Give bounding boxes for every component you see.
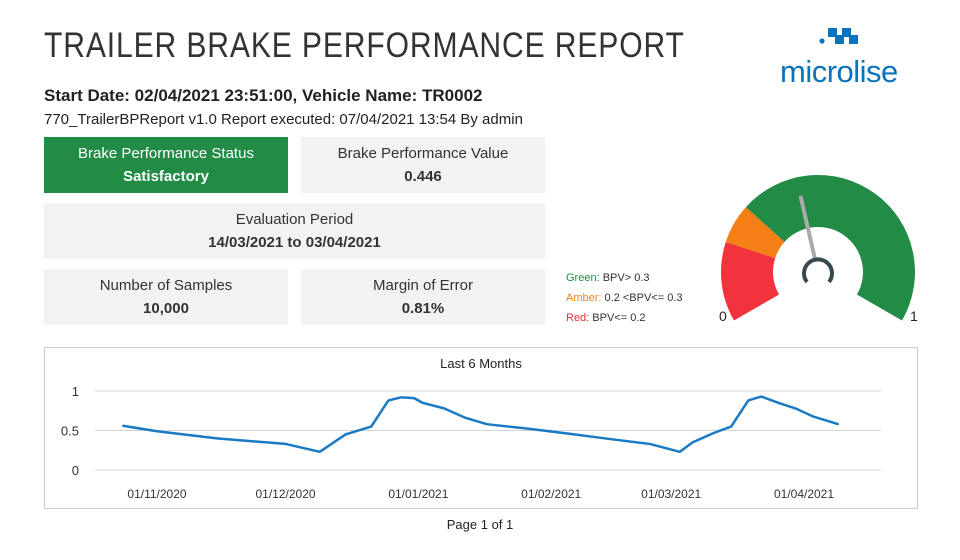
data-point bbox=[747, 399, 750, 402]
period-card: Evaluation Period 14/03/2021 to 03/04/20… bbox=[44, 203, 545, 259]
status-value: Satisfactory bbox=[123, 168, 209, 185]
page-number: Page 1 of 1 bbox=[446, 517, 514, 532]
margin-label: Margin of Error bbox=[372, 277, 474, 294]
data-point bbox=[610, 438, 612, 440]
logo-mark-icon bbox=[819, 28, 858, 44]
gauge-band-0 bbox=[721, 242, 780, 321]
x-tick-label: 01/11/2020 bbox=[127, 487, 186, 501]
data-point bbox=[156, 430, 158, 433]
status-label: Brake Performance Status bbox=[78, 145, 254, 162]
data-point bbox=[837, 423, 840, 425]
data-point bbox=[400, 396, 403, 399]
legend-amber: Amber: 0.2 <BPV<= 0.3 bbox=[566, 292, 683, 304]
data-point bbox=[486, 423, 488, 425]
data-point bbox=[730, 425, 732, 428]
x-tick-label: 01/01/2021 bbox=[388, 487, 448, 501]
samples-value: 10,000 bbox=[143, 300, 189, 317]
data-point bbox=[216, 437, 218, 440]
samples-label: Number of Samples bbox=[99, 277, 233, 294]
data-point bbox=[691, 441, 694, 444]
bpv-card: Brake Performance Value 0.446 bbox=[301, 137, 545, 193]
chart-title: Last 6 Months bbox=[440, 356, 522, 371]
series-line bbox=[122, 395, 839, 454]
data-point bbox=[284, 443, 287, 445]
data-point bbox=[413, 397, 415, 399]
bpv-gauge bbox=[721, 175, 915, 321]
data-point bbox=[567, 432, 570, 435]
data-point bbox=[121, 424, 124, 427]
x-tick-label: 01/03/2021 bbox=[641, 487, 701, 501]
data-point bbox=[464, 417, 467, 419]
logo-text: microlise bbox=[780, 54, 898, 89]
data-point bbox=[811, 415, 814, 418]
data-point bbox=[421, 402, 424, 404]
legend-red: Red: BPV<= 0.2 bbox=[566, 312, 646, 324]
period-label: Evaluation Period bbox=[235, 211, 354, 228]
chart-svg: 0 0.5 1 01/11/2020 01/12/2020 01/01/2021 01/02… bbox=[61, 384, 881, 501]
y-tick-label: 1 bbox=[72, 384, 79, 399]
data-point bbox=[319, 451, 321, 453]
legend-green: Green: BPV> 0.3 bbox=[566, 272, 650, 284]
report-executed: 770_TrailerBPReport v1.0 Report executed… bbox=[44, 111, 523, 128]
data-point bbox=[387, 399, 390, 402]
data-point bbox=[528, 428, 531, 430]
gauge-band-1 bbox=[725, 207, 785, 259]
gauge-max-label: 1 bbox=[910, 308, 918, 324]
data-point bbox=[794, 407, 797, 410]
y-tick-label: 0 bbox=[72, 463, 79, 478]
margin-value: 0.81% bbox=[401, 300, 445, 317]
data-point bbox=[678, 451, 681, 453]
data-point bbox=[713, 432, 715, 434]
data-point bbox=[370, 425, 373, 428]
y-tick-label: 0.5 bbox=[61, 424, 79, 439]
gauge-min-label: 0 bbox=[719, 308, 727, 324]
gauge-hub bbox=[802, 257, 834, 284]
data-point bbox=[443, 407, 445, 410]
page-title: TRAILER BRAKE PERFORMANCE REPORT bbox=[44, 26, 685, 65]
microlise-logo: microlise bbox=[778, 26, 918, 90]
report-subtitle: Start Date: 02/04/2021 23:51:00, Vehicle… bbox=[44, 86, 483, 105]
period-value: 14/03/2021 to 03/04/2021 bbox=[208, 234, 381, 251]
data-point bbox=[760, 395, 762, 398]
bpv-label: Brake Performance Value bbox=[337, 145, 509, 162]
data-point bbox=[648, 443, 651, 445]
bpv-value: 0.446 bbox=[404, 168, 442, 185]
data-point bbox=[344, 433, 347, 436]
status-card: Brake Performance Status Satisfactory bbox=[44, 137, 288, 193]
data-point bbox=[777, 402, 780, 404]
x-tick-label: 01/02/2021 bbox=[521, 487, 581, 501]
x-tick-label: 01/04/2021 bbox=[774, 487, 834, 501]
gauge-needle bbox=[798, 195, 817, 259]
x-tick-label: 01/12/2020 bbox=[256, 487, 316, 501]
gauge-band-2 bbox=[745, 175, 915, 321]
trend-chart: Last 6 Months 0 0.5 1 01/11/2020 01/12/2020 0… bbox=[44, 347, 918, 509]
margin-card: Margin of Error 0.81% bbox=[301, 269, 545, 325]
samples-card: Number of Samples 10,000 bbox=[44, 269, 288, 325]
